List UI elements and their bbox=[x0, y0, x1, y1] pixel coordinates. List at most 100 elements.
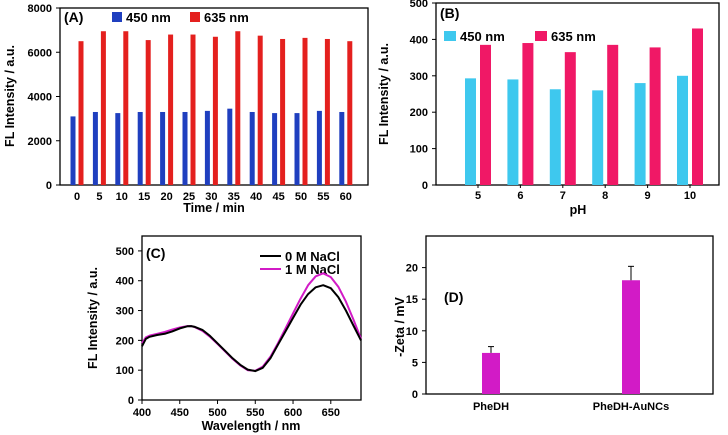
panel-a-bar-450 bbox=[70, 116, 76, 185]
panel-b-bar-450 bbox=[677, 75, 688, 185]
panel-a-x-axis-label: Time / min bbox=[183, 201, 245, 215]
panel-b-x-tick-label: 5 bbox=[475, 190, 481, 202]
panel-b-y-ticks: 0 100 200 300 400 500 bbox=[410, 0, 436, 192]
panel-a-bar-450 bbox=[137, 111, 143, 185]
panel-a-bar-450 bbox=[160, 111, 166, 185]
panel-a-bar-450 bbox=[339, 111, 345, 185]
panel-a-y-tick-label: 2000 bbox=[28, 136, 52, 148]
panel-a-bar-450 bbox=[182, 111, 188, 185]
panel-a-bar-450 bbox=[115, 113, 121, 185]
panel-d-y-axis-label: -Zeta / mV bbox=[393, 296, 407, 356]
panel-d-y-tick-label: 20 bbox=[406, 263, 418, 275]
panel-a-bar-635 bbox=[235, 31, 241, 186]
panel-d-x-tick-label: PheDH-AuNCs bbox=[593, 401, 669, 413]
panel-a-label: (A) bbox=[64, 9, 83, 25]
panel-b-bar-450 bbox=[592, 90, 604, 185]
panel-b-legend-label-635: 635 nm bbox=[551, 29, 596, 44]
panel-c-x-tick-label: 550 bbox=[246, 407, 264, 419]
panel-b-bar-635 bbox=[522, 43, 534, 185]
panel-b-x-ticks: 5 6 7 8 9 10 bbox=[475, 185, 696, 202]
panel-d-label: (D) bbox=[444, 289, 463, 305]
panel-a-x-tick-label: 25 bbox=[183, 191, 195, 203]
panel-b-y-tick-label: 0 bbox=[422, 180, 428, 192]
panel-c-y-ticks: 0 100 200 300 400 500 bbox=[116, 246, 142, 407]
panel-a-bar-450 bbox=[92, 111, 98, 185]
panel-c-line-chart: (C) 0 M NaCl 1 M NaCl 0 100 200 300 400 500 4… bbox=[86, 235, 362, 433]
panel-a-x-tick-label: 30 bbox=[205, 191, 217, 203]
panel-c-y-tick-label: 500 bbox=[116, 246, 134, 258]
panel-a-x-tick-label: 60 bbox=[340, 191, 352, 203]
panel-a-bar-635 bbox=[168, 34, 174, 185]
panel-b-bar-635 bbox=[692, 28, 703, 186]
panel-a-legend-swatch-635 bbox=[190, 12, 200, 22]
panel-c-x-ticks: 400 450 500 550 600 650 bbox=[133, 400, 340, 419]
panel-d-plot-frame bbox=[425, 235, 714, 395]
panel-c-x-tick-label: 500 bbox=[208, 407, 226, 419]
panel-b-bar-635 bbox=[480, 44, 491, 185]
panel-a-x-tick-label: 5 bbox=[96, 191, 102, 203]
panel-a-y-axis-label: FL Intensity / a.u. bbox=[3, 45, 17, 147]
panel-a-bar-635 bbox=[280, 38, 286, 185]
panel-b-y-tick-label: 200 bbox=[410, 107, 428, 119]
panel-c-legend-label-1m: 1 M NaCl bbox=[285, 262, 340, 277]
panel-a-x-tick-label: 20 bbox=[160, 191, 172, 203]
panel-b-legend-label-450: 450 nm bbox=[460, 29, 505, 44]
panel-a-x-tick-label: 10 bbox=[116, 191, 128, 203]
panel-a-bar-635 bbox=[212, 36, 218, 186]
panel-c-y-tick-label: 400 bbox=[116, 276, 134, 288]
panel-b-legend-swatch-635 bbox=[535, 31, 547, 41]
panel-b-x-tick-label: 7 bbox=[560, 190, 566, 202]
panel-d-y-tick-label: 15 bbox=[406, 294, 418, 306]
panel-a-bar-chart: (A) 450 nm 635 nm 0 2000 4000 6000 8000 0 5 10… bbox=[3, 3, 369, 215]
panel-b-bar-450 bbox=[507, 79, 519, 185]
panel-d-bars bbox=[482, 265, 640, 394]
panel-c-y-axis-label: FL Intensity / a.u. bbox=[86, 267, 100, 369]
panel-b-x-axis-label: pH bbox=[570, 203, 587, 217]
panel-a-bar-635 bbox=[190, 34, 196, 185]
panel-a-bar-635 bbox=[257, 35, 263, 185]
panel-a-y-tick-label: 8000 bbox=[28, 3, 52, 15]
panel-a-legend-swatch-450 bbox=[112, 12, 122, 22]
panel-b-bars bbox=[465, 28, 703, 186]
panel-a-bar-450 bbox=[204, 110, 210, 185]
panel-b-bar-450 bbox=[465, 78, 476, 185]
panel-a-bar-635 bbox=[347, 41, 353, 185]
panel-a-bar-635 bbox=[100, 31, 106, 186]
panel-c-legend: 0 M NaCl 1 M NaCl bbox=[260, 249, 340, 277]
panel-a-bar-635 bbox=[302, 37, 308, 186]
panel-c-label: (C) bbox=[146, 245, 165, 261]
panel-c-x-tick-label: 650 bbox=[322, 407, 340, 419]
panel-d-y-tick-label: 0 bbox=[412, 389, 418, 401]
panel-c-x-axis-label: Wavelength / nm bbox=[202, 419, 301, 433]
panel-a-bar-450 bbox=[272, 113, 278, 185]
panel-a-x-tick-label: 45 bbox=[272, 191, 284, 203]
panel-d-y-ticks: 0 5 10 15 20 bbox=[406, 263, 426, 401]
panel-d-x-ticks: PheDH PheDH-AuNCs bbox=[473, 401, 669, 413]
panel-b-label: (B) bbox=[440, 5, 459, 21]
panel-a-legend: 450 nm 635 nm bbox=[112, 10, 249, 25]
panel-a-x-tick-label: 15 bbox=[138, 191, 150, 203]
panel-a-bar-635 bbox=[324, 38, 330, 185]
panel-d-bar-chart: (D) 0 5 10 15 20 PheDH PheDH-AuNCs -Zeta / mV bbox=[393, 235, 714, 413]
panel-a-y-ticks: 0 2000 4000 6000 8000 bbox=[28, 3, 60, 192]
panel-b-bar-635 bbox=[564, 52, 576, 185]
panel-b-y-tick-label: 400 bbox=[410, 34, 428, 46]
panel-c-y-tick-label: 300 bbox=[116, 306, 134, 318]
panel-a-bar-635 bbox=[145, 40, 151, 185]
panel-b-x-tick-label: 10 bbox=[684, 190, 696, 202]
panel-c-legend-label-0m: 0 M NaCl bbox=[285, 249, 340, 264]
panel-d-bar bbox=[622, 280, 640, 394]
panel-b-bar-450 bbox=[634, 83, 646, 185]
panel-a-bar-635 bbox=[78, 41, 84, 185]
panel-b-bar-chart: (B) 450 nm 635 nm 0 100 200 300 400 500 5 6 7 8 9… bbox=[377, 0, 720, 217]
panel-c-plot-frame bbox=[141, 235, 362, 401]
panel-c-x-tick-label: 450 bbox=[171, 407, 189, 419]
panel-a-x-tick-label: 35 bbox=[228, 191, 240, 203]
panel-c-x-tick-label: 600 bbox=[284, 407, 302, 419]
panel-b-x-tick-label: 9 bbox=[645, 190, 651, 202]
panel-c-line-0m-nacl bbox=[141, 284, 362, 373]
panel-d-y-tick-label: 10 bbox=[406, 326, 418, 338]
panel-a-legend-label-635: 635 nm bbox=[204, 10, 249, 25]
panel-d-y-tick-label: 5 bbox=[412, 357, 418, 369]
panel-a-bars bbox=[70, 31, 353, 186]
